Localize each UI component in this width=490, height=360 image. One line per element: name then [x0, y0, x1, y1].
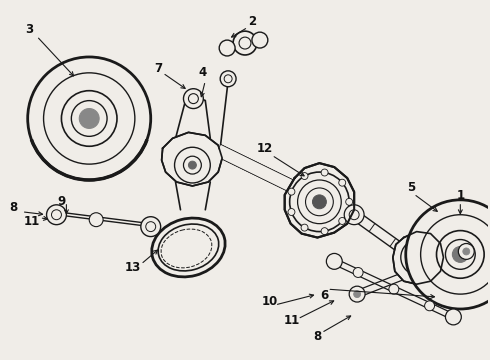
- Circle shape: [313, 195, 326, 209]
- Circle shape: [425, 301, 435, 311]
- Text: 11: 11: [24, 215, 40, 228]
- Circle shape: [354, 291, 361, 298]
- Circle shape: [463, 248, 470, 255]
- Circle shape: [445, 309, 461, 325]
- Text: 2: 2: [248, 15, 256, 28]
- Circle shape: [458, 243, 474, 260]
- Circle shape: [189, 161, 196, 169]
- Circle shape: [301, 172, 308, 180]
- Circle shape: [233, 31, 257, 55]
- Text: 8: 8: [313, 330, 321, 343]
- Circle shape: [61, 91, 117, 146]
- Polygon shape: [162, 132, 222, 186]
- Text: 1: 1: [456, 189, 465, 202]
- Polygon shape: [216, 145, 312, 200]
- Circle shape: [288, 188, 295, 195]
- Text: 10: 10: [262, 294, 278, 307]
- Circle shape: [301, 224, 308, 231]
- Circle shape: [89, 213, 103, 227]
- Circle shape: [406, 200, 490, 309]
- Circle shape: [47, 205, 66, 225]
- Circle shape: [389, 284, 399, 294]
- Polygon shape: [393, 231, 443, 284]
- Circle shape: [288, 208, 295, 216]
- Circle shape: [438, 206, 449, 218]
- Circle shape: [339, 217, 346, 224]
- Text: 7: 7: [155, 62, 163, 75]
- Ellipse shape: [152, 218, 225, 277]
- Text: 4: 4: [198, 66, 206, 79]
- Circle shape: [353, 267, 363, 278]
- Circle shape: [141, 217, 161, 237]
- Text: 11: 11: [284, 314, 300, 327]
- Circle shape: [414, 252, 424, 262]
- Circle shape: [339, 179, 346, 186]
- Circle shape: [79, 109, 99, 129]
- Text: 6: 6: [320, 289, 328, 302]
- Circle shape: [349, 286, 365, 302]
- Circle shape: [183, 89, 203, 109]
- Text: 5: 5: [407, 181, 415, 194]
- Polygon shape: [285, 163, 354, 238]
- Circle shape: [326, 253, 342, 269]
- Circle shape: [438, 293, 449, 305]
- Text: 8: 8: [10, 201, 18, 214]
- Circle shape: [28, 57, 151, 180]
- Circle shape: [252, 32, 268, 48]
- Circle shape: [321, 169, 328, 176]
- Circle shape: [220, 71, 236, 87]
- Text: 9: 9: [57, 195, 66, 208]
- Text: 13: 13: [125, 261, 141, 274]
- Circle shape: [346, 198, 353, 205]
- Circle shape: [344, 205, 364, 225]
- Circle shape: [452, 247, 468, 262]
- Circle shape: [321, 228, 328, 235]
- Text: 3: 3: [25, 23, 34, 36]
- Text: 12: 12: [257, 142, 273, 155]
- Circle shape: [437, 231, 484, 278]
- Circle shape: [219, 40, 235, 56]
